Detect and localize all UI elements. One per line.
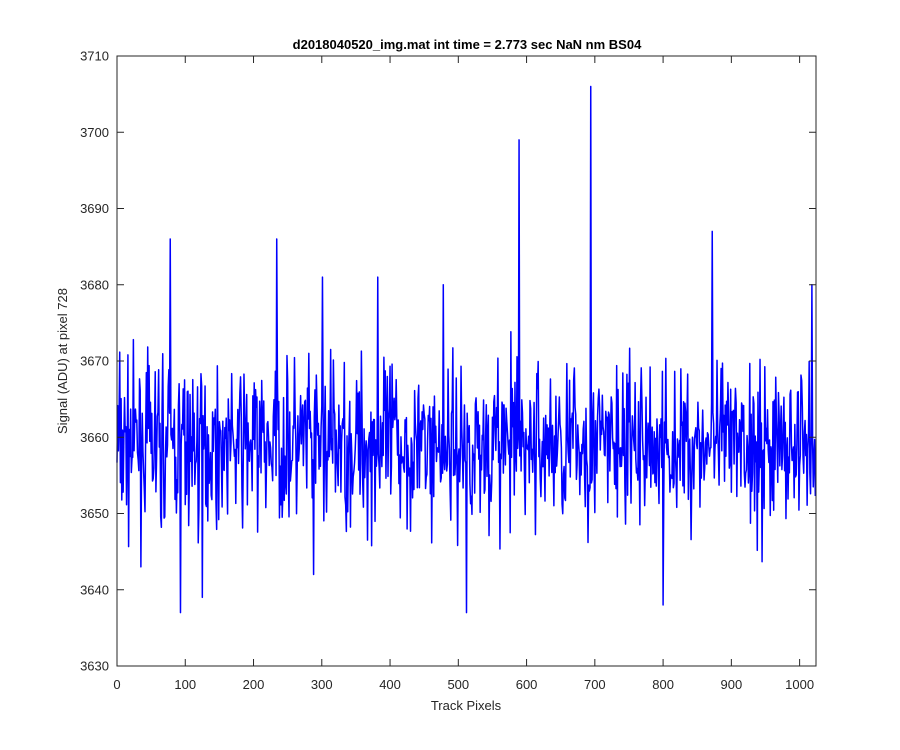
y-tick-label: 3650: [80, 506, 109, 521]
series-line: [116, 85, 817, 614]
x-tick-label: 500: [447, 677, 469, 692]
y-axis-label: Signal (ADU) at pixel 728: [55, 288, 70, 434]
y-axis: 3630 3640 3650 3660 3670 3680 3690 3700 3710: [80, 49, 816, 674]
x-tick-label: 300: [311, 677, 333, 692]
x-tick-label: 200: [243, 677, 265, 692]
x-tick-label: 800: [652, 677, 674, 692]
x-tick-label: 100: [174, 677, 196, 692]
x-tick-label: 600: [516, 677, 538, 692]
y-tick-label: 3660: [80, 430, 109, 445]
x-axis: 0 100 200 300 400 500 600 700 800 900 1000: [113, 56, 814, 692]
y-tick-label: 3710: [80, 49, 109, 64]
x-tick-label: 0: [113, 677, 120, 692]
x-tick-label: 400: [379, 677, 401, 692]
x-tick-label: 900: [721, 677, 743, 692]
x-tick-label: 1000: [785, 677, 814, 692]
y-tick-label: 3670: [80, 354, 109, 369]
plot-area: [116, 56, 817, 666]
y-tick-label: 3690: [80, 201, 109, 216]
x-tick-label: 700: [584, 677, 606, 692]
chart-title: d2018040520_img.mat int time = 2.773 sec…: [293, 37, 642, 52]
y-tick-label: 3630: [80, 659, 109, 674]
y-tick-label: 3640: [80, 582, 109, 597]
x-axis-label: Track Pixels: [431, 698, 502, 713]
y-tick-label: 3680: [80, 277, 109, 292]
y-tick-label: 3700: [80, 125, 109, 140]
